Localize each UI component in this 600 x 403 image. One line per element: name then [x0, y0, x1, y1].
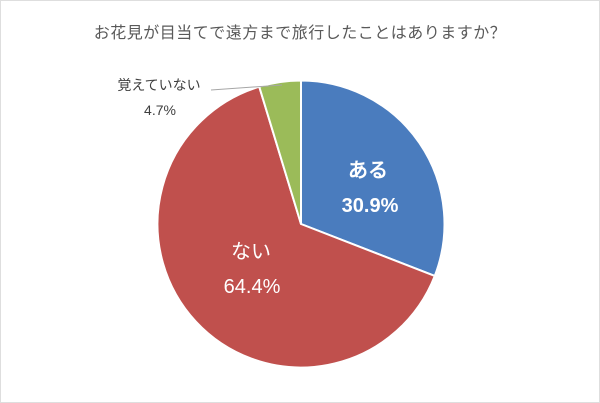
- slice-pct-1: 64.4%: [224, 276, 281, 298]
- pie-slice-1: [156, 85, 436, 369]
- slice-label-1: ない: [231, 241, 271, 263]
- chart-title: お花見が目当てで遠方まで旅行したことはありますか？: [93, 25, 507, 42]
- leader-line-2: [210, 84, 283, 91]
- slice-pct-0: 30.9%: [342, 195, 399, 217]
- slice-label-0: ある: [348, 159, 388, 182]
- slice-pct-2: 4.7%: [144, 102, 176, 118]
- pie-slice-0: [300, 79, 446, 277]
- slice-label-2: 覚えていない: [117, 77, 200, 93]
